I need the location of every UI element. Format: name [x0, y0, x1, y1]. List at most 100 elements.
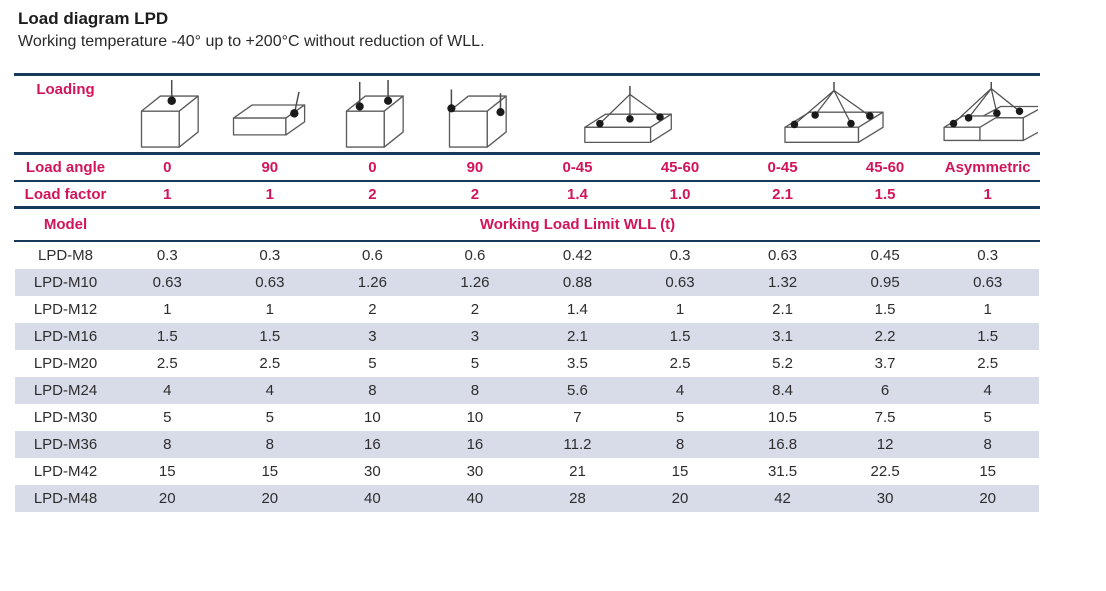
wll-value-cell: 8: [936, 431, 1039, 458]
wll-value-cell: 1.4: [567, 301, 588, 318]
load-angle-value: 0: [320, 153, 425, 182]
wll-value-cell: 15: [261, 463, 279, 480]
wll-value-cell: 4: [936, 377, 1039, 404]
wll-header: Working Load Limit WLL (t): [115, 207, 1040, 242]
wll-value-cell: 5: [983, 409, 992, 426]
wll-value-cell: 1.5: [628, 323, 732, 350]
model-cell: LPD-M20: [33, 355, 98, 372]
loading-label: Loading: [14, 73, 117, 155]
loading-cell: [217, 73, 323, 155]
table-row: LPD-M36 8 8 16 16 11.2 8 16.8 12 8: [15, 431, 1039, 458]
wll-value-cell: 40: [423, 485, 527, 512]
asymmetric-sling-box-icon: [938, 82, 1038, 151]
wll-value-cell: 22.5: [870, 463, 900, 480]
wll-value-cell: 8: [218, 431, 322, 458]
wll-value-cell: 5: [675, 409, 685, 426]
load-factor-value: 1.0: [627, 181, 733, 209]
load-angle-label: Load angle: [14, 153, 117, 182]
load-factor-value: 2: [422, 181, 528, 209]
two-leg-sling-box-icon: [575, 86, 683, 151]
wll-value-cell: 40: [321, 485, 424, 512]
wll-value-cell: 7.5: [874, 409, 896, 426]
load-angle-value: Asymmetric: [935, 153, 1040, 182]
wll-value-cell: 0.45: [870, 247, 900, 264]
wll-value-cell: 2.5: [156, 355, 178, 372]
page-title: Load diagram LPD: [18, 9, 169, 28]
wll-value-cell: 1.26: [423, 269, 527, 296]
table-row: LPD-M42 15 15 30 30 21 15 31.5 22.5 15: [15, 458, 1039, 485]
wll-value-cell: 1: [983, 301, 992, 318]
model-cell: LPD-M36: [15, 431, 116, 458]
loading-row: Loading: [14, 73, 1040, 155]
loading-cell: [115, 73, 220, 155]
cube-single-top-lift-icon: [128, 80, 206, 151]
wll-value-cell: 1.5: [218, 323, 322, 350]
wll-value-cell: 0.6: [464, 247, 486, 264]
wll-value-cell: 0.3: [669, 247, 691, 264]
table-row: LPD-M10 0.63 0.63 1.26 1.26 0.88 0.63 1.32 0.95 0…: [15, 269, 1039, 296]
wll-value-cell: 0.63: [116, 269, 219, 296]
wll-value-cell: 1.5: [116, 323, 219, 350]
table-row: LPD-M48 20 20 40 40 28 20 42 30 20: [15, 485, 1039, 512]
model-header-row: Model Working Load Limit WLL (t): [14, 207, 1040, 242]
model-cell: LPD-M16: [15, 323, 116, 350]
wll-value-cell: 10.5: [767, 409, 798, 426]
load-diagram-table: Loading: [14, 73, 1040, 512]
flat-box-side-lift-icon: [226, 90, 314, 151]
load-angle-value: 45-60: [627, 153, 733, 182]
wll-value-cell: 0.3: [977, 247, 999, 264]
cube-two-top-lift-icon: [333, 80, 411, 151]
wll-value-cell: 3.1: [731, 323, 834, 350]
load-factor-label: Load factor: [14, 181, 117, 209]
wll-value-cell: 30: [466, 463, 484, 480]
wll-value-cell: 5: [368, 355, 377, 372]
load-angle-value: 45-60: [832, 153, 938, 182]
wll-value-cell: 0.3: [156, 247, 178, 264]
wll-value-cell: 1.5: [874, 301, 896, 318]
wll-value-cell: 16: [423, 431, 527, 458]
wll-value-cell: 2.1: [772, 301, 793, 318]
load-factor-row: Load factor 1 1 2 2 1.4 1.0 2.1 1.5 1: [14, 181, 1040, 209]
wll-value-cell: 8: [628, 431, 732, 458]
wll-value-cell: 8: [116, 431, 219, 458]
wll-value-cell: 3.5: [567, 355, 588, 372]
model-cell: LPD-M48: [15, 485, 116, 512]
wll-value-cell: 10: [364, 409, 381, 426]
load-factor-value: 2: [320, 181, 425, 209]
wll-value-cell: 2: [470, 301, 480, 318]
wll-value-cell: 21: [569, 463, 586, 480]
wll-value-cell: 8: [423, 377, 527, 404]
model-cell: LPD-M42: [33, 463, 98, 480]
loading-cell: [320, 73, 425, 155]
wll-value-cell: 2.5: [977, 355, 999, 372]
page: Load diagram LPD Working temperature -40…: [14, 9, 1040, 512]
wll-value-cell: 0.63: [936, 269, 1039, 296]
load-angle-row: Load angle 0 90 0 90 0-45 45-60 0-45 45-…: [14, 153, 1040, 182]
model-label: Model: [14, 207, 117, 242]
wll-value-cell: 5: [163, 409, 172, 426]
wll-value-cell: 30: [833, 485, 937, 512]
wll-value-cell: 2: [368, 301, 377, 318]
wll-value-cell: 0.63: [767, 247, 798, 264]
table-row: LPD-M20 2.5 2.5 5 5 3.5 2.5 5.2 3.7 2.5: [15, 350, 1039, 377]
wll-value-cell: 0.63: [628, 269, 732, 296]
cube-two-side-lift-icon: [436, 80, 514, 151]
wll-value-cell: 5.6: [526, 377, 629, 404]
wll-value-cell: 0.95: [833, 269, 937, 296]
wll-value-cell: 15: [671, 463, 689, 480]
model-cell: LPD-M30: [33, 409, 98, 426]
table-row: LPD-M30 5 5 10 10 7 5 10.5 7.5 5: [15, 404, 1039, 431]
wll-value-cell: 28: [526, 485, 629, 512]
wll-value-cell: 8.4: [731, 377, 834, 404]
load-angle-value: 90: [422, 153, 528, 182]
wll-value-cell: 30: [364, 463, 381, 480]
loading-cell: [422, 73, 528, 155]
wll-value-cell: 5: [265, 409, 274, 426]
wll-value-cell: 1.32: [731, 269, 834, 296]
table-row: LPD-M12 1 1 2 2 1.4 1 2.1 1.5 1: [15, 296, 1039, 323]
wll-value-cell: 12: [833, 431, 937, 458]
wll-value-cell: 20: [116, 485, 219, 512]
load-angle-value: 0: [115, 153, 220, 182]
wll-value-cell: 11.2: [526, 431, 629, 458]
load-angle-value: 0-45: [730, 153, 835, 182]
